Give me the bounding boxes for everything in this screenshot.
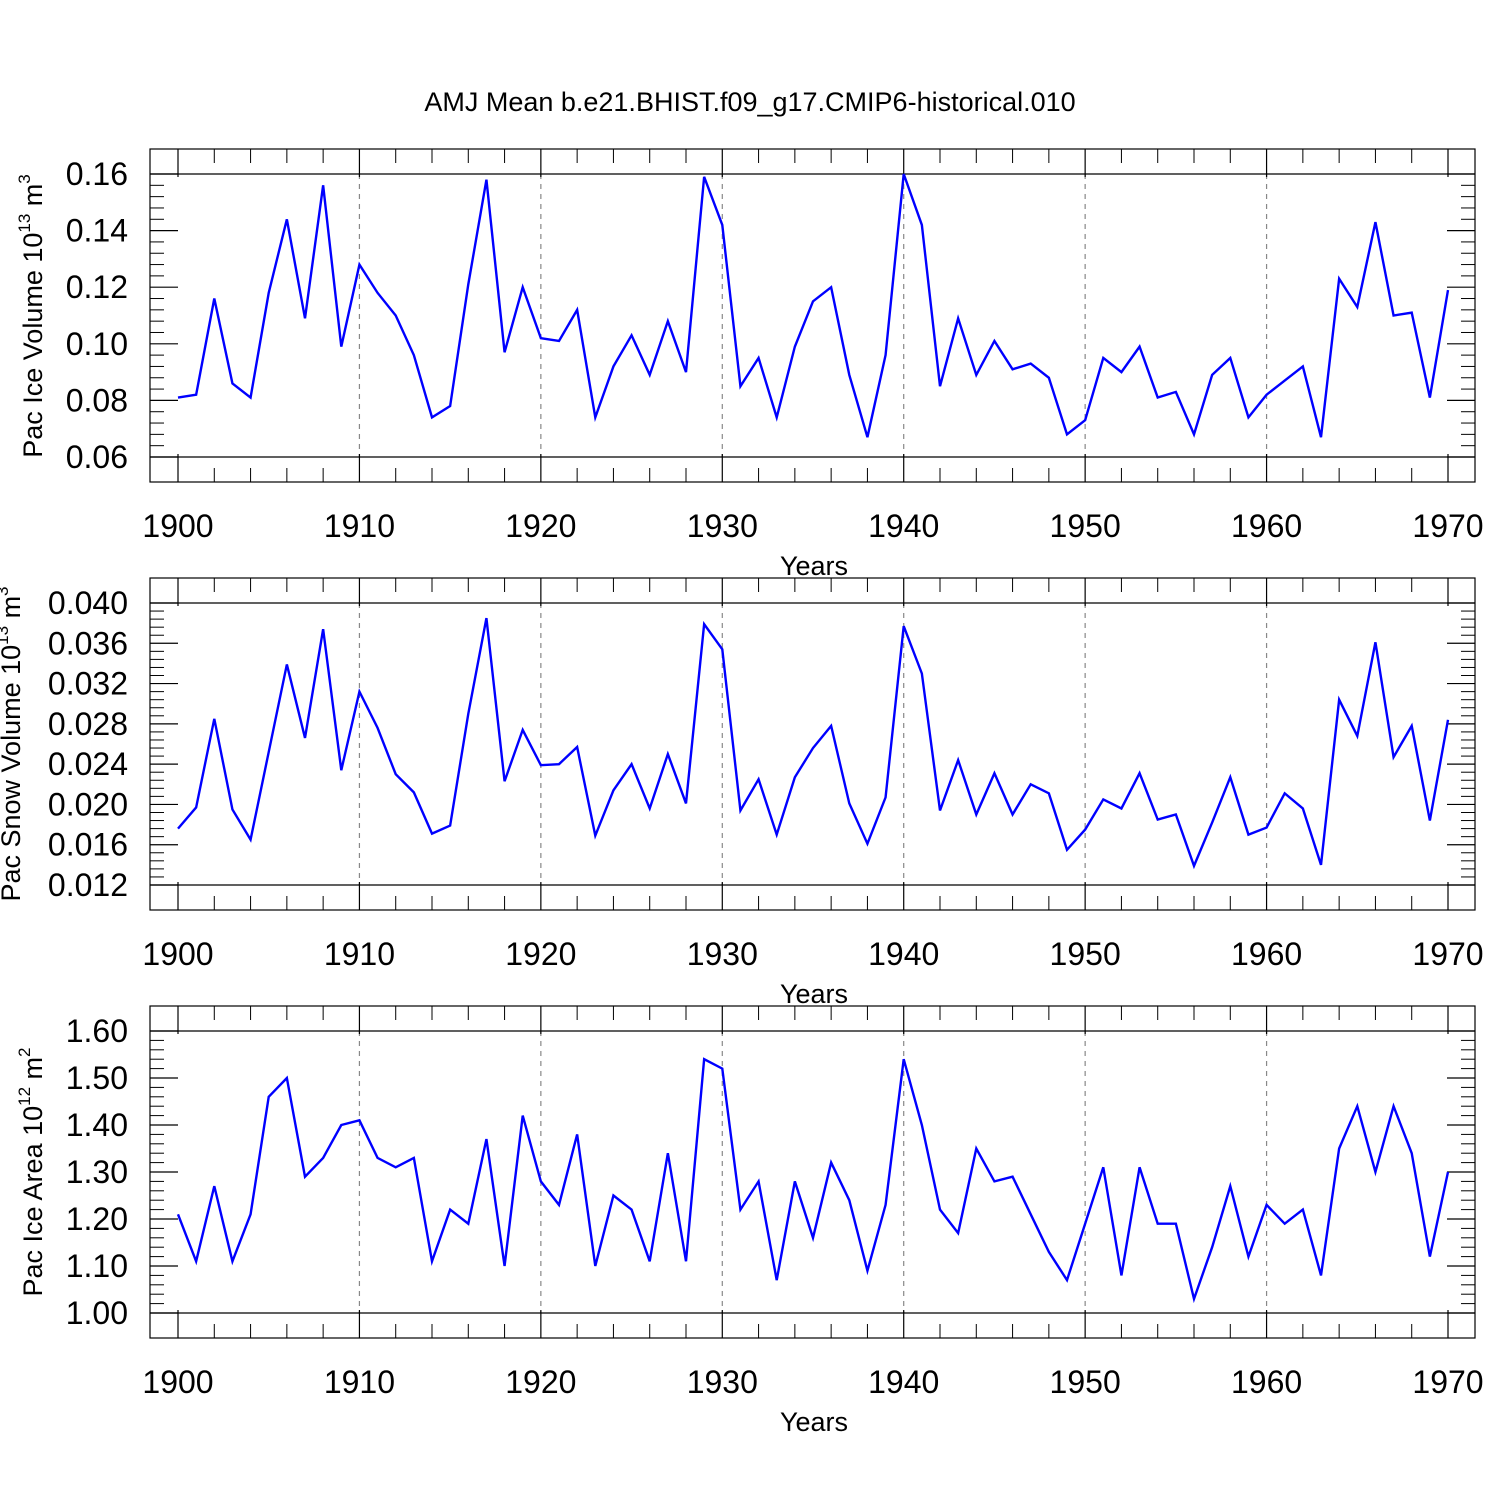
x-tick-label: 1920 <box>505 508 576 544</box>
y-tick-label: 1.20 <box>66 1201 128 1237</box>
y-axis-label: Pac Ice Volume 1013 m3 <box>15 174 48 458</box>
x-tick-label: 1940 <box>868 1364 939 1400</box>
panel-pac-snow-volume: 0.012 0.016 0.020 0.024 0.028 0.032 0.036 0.040… <box>0 577 1484 1009</box>
y-tick-label: 1.10 <box>66 1248 128 1284</box>
y-tick-label: 0.06 <box>66 439 128 475</box>
y-tick-label: 0.032 <box>48 666 128 702</box>
x-tick-label: 1930 <box>687 508 758 544</box>
y-tick-label: 1.30 <box>66 1154 128 1190</box>
x-tick-label: 1910 <box>324 508 395 544</box>
x-axis-label: Years <box>780 1407 848 1437</box>
y-tick-label: 0.028 <box>48 706 128 742</box>
y-tick-label: 0.024 <box>48 746 128 782</box>
y-tick-label: 0.14 <box>66 213 128 249</box>
x-tick-label: 1960 <box>1231 936 1302 972</box>
y-tick-label: 0.012 <box>48 867 128 903</box>
x-tick-label: 1900 <box>142 508 213 544</box>
panel-pac-ice-area: 1.00 1.10 1.20 1.30 1.40 1.50 1.60 1900 1910 1920… <box>15 1005 1484 1437</box>
x-tick-label: 1940 <box>868 508 939 544</box>
y-tick-label: 0.16 <box>66 156 128 192</box>
y-tick-label: 0.040 <box>48 585 128 621</box>
panel-pac-ice-volume: 0.06 0.08 0.10 0.12 0.14 0.16 1900 1910 1920 1930… <box>15 148 1484 581</box>
series-line <box>177 617 1450 870</box>
x-tick-label: 1940 <box>868 936 939 972</box>
y-tick-label: 1.00 <box>66 1295 128 1331</box>
x-tick-label: 1960 <box>1231 1364 1302 1400</box>
x-tick-label: 1970 <box>1412 936 1483 972</box>
x-tick-label: 1910 <box>324 936 395 972</box>
x-tick-label: 1920 <box>505 1364 576 1400</box>
y-tick-label: 0.10 <box>66 326 128 362</box>
x-axis-label: Years <box>780 551 848 581</box>
y-tick-label: 1.50 <box>66 1060 128 1096</box>
y-tick-label: 0.020 <box>48 786 128 822</box>
series-line <box>176 1057 1450 1304</box>
y-axis-label: Pac Ice Area 1012 m2 <box>15 1047 48 1296</box>
plot-frame <box>149 148 1476 483</box>
x-tick-label: 1950 <box>1050 508 1121 544</box>
y-tick-label: 0.12 <box>66 269 128 305</box>
y-tick-label: 0.016 <box>48 827 128 863</box>
y-tick-label: 1.60 <box>66 1013 128 1049</box>
y-tick-label: 1.40 <box>66 1107 128 1143</box>
chart-title: AMJ Mean b.e21.BHIST.f09_g17.CMIP6-histo… <box>424 87 1075 117</box>
x-tick-label: 1950 <box>1050 1364 1121 1400</box>
series-line <box>177 173 1450 438</box>
x-tick-label: 1950 <box>1050 936 1121 972</box>
x-tick-label: 1970 <box>1412 1364 1483 1400</box>
x-tick-label: 1910 <box>324 1364 395 1400</box>
x-tick-label: 1960 <box>1231 508 1302 544</box>
y-tick-label: 0.036 <box>48 625 128 661</box>
plot-frame <box>149 577 1476 911</box>
x-tick-label: 1930 <box>687 1364 758 1400</box>
x-axis-label: Years <box>780 979 848 1009</box>
x-tick-label: 1900 <box>142 936 213 972</box>
x-tick-label: 1930 <box>687 936 758 972</box>
plot-frame <box>149 1005 1476 1339</box>
y-axis-label: Pac Snow Volume 1013 m3 <box>0 586 26 901</box>
y-tick-label: 0.08 <box>66 382 128 418</box>
x-tick-label: 1920 <box>505 936 576 972</box>
x-tick-label: 1970 <box>1412 508 1483 544</box>
x-tick-label: 1900 <box>142 1364 213 1400</box>
